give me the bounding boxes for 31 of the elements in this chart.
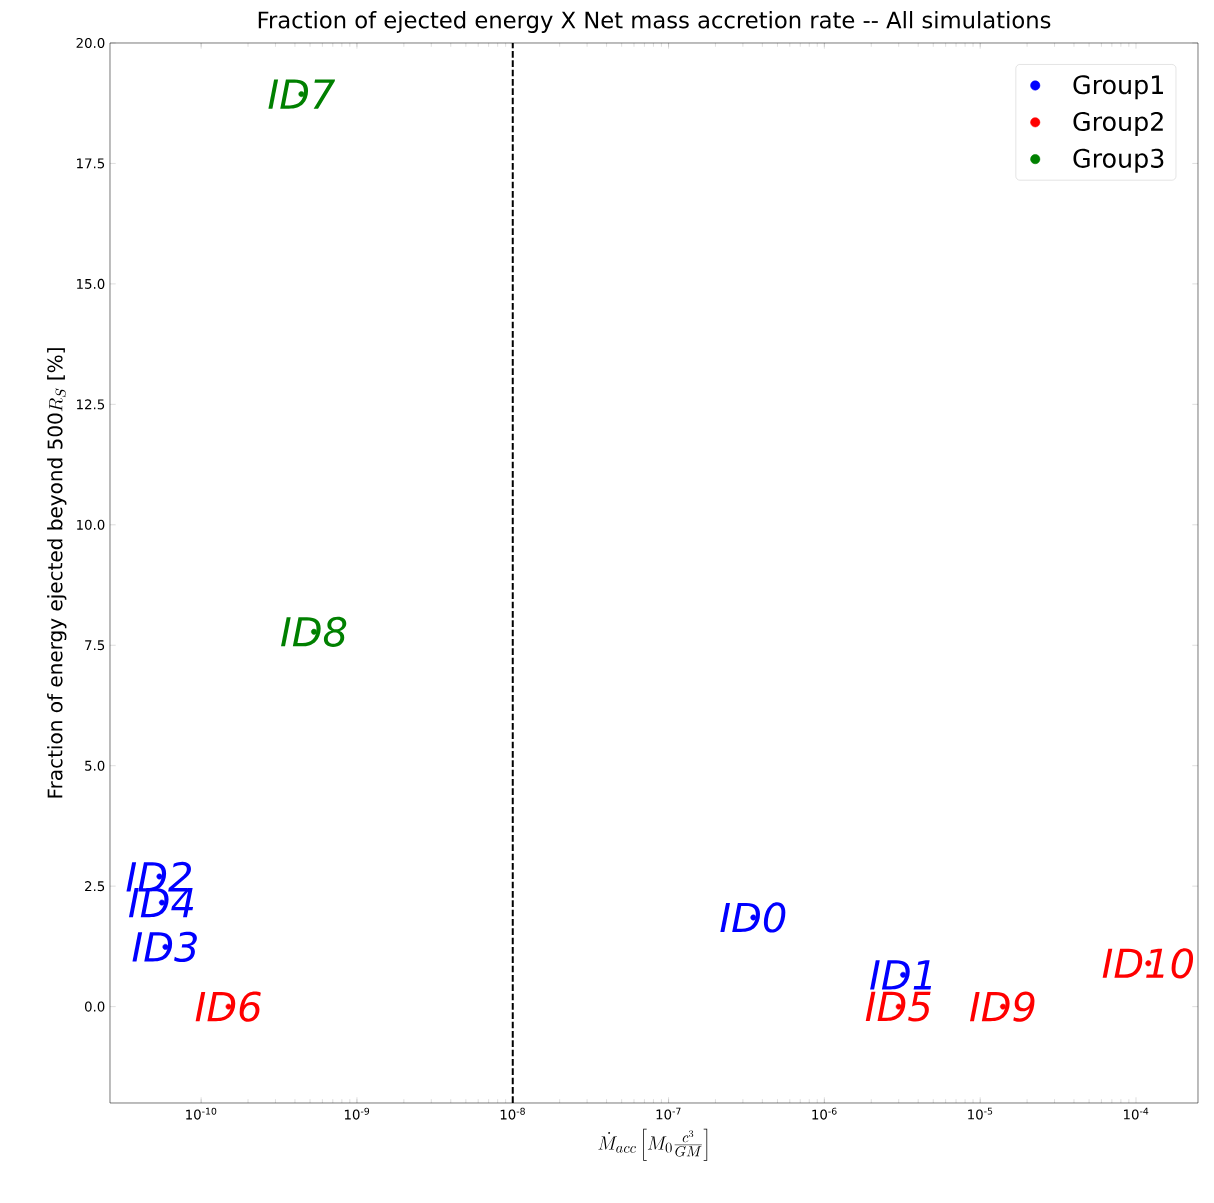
- x-tick-label: 10$^{-4}$: [1123, 1107, 1149, 1120]
- x-tick-label: 10$^{-8}$: [500, 1107, 525, 1120]
- data-label: ID6: [195, 991, 261, 1022]
- x-tick-label: 10$^{-9}$: [344, 1107, 370, 1120]
- legend-label: Group2: [1073, 111, 1163, 136]
- y-tick-label: 15.0: [77, 278, 105, 289]
- data-label: ID3: [132, 931, 197, 962]
- y-axis-title: $\mbox{Fraction of energy ejected beyond 500}R_S\mbox{ [\%]}$: [47, 348, 67, 798]
- data-label: ID7: [268, 79, 336, 109]
- data-label: ID5: [865, 991, 931, 1022]
- data-label: ID9: [969, 991, 1035, 1022]
- legend-label: Group1: [1073, 75, 1163, 100]
- data-label: ID1: [870, 960, 932, 990]
- x-tick-label: 10$^{-6}$: [812, 1107, 837, 1120]
- y-tick-label: 0.0: [84, 1001, 105, 1012]
- y-tick-label: 10.0: [77, 519, 105, 530]
- y-tick-label: 17.5: [77, 158, 105, 169]
- chart-title: Fraction of ejected energy X Net mass accretion rate -- All simulations: [258, 11, 1051, 33]
- legend-label: Group3: [1073, 148, 1164, 173]
- x-tick-label: 10$^{-10}$: [186, 1107, 217, 1120]
- y-tick-label: 5.0: [85, 760, 105, 771]
- data-label: ID10: [1102, 948, 1194, 979]
- y-tick-label: 12.5: [77, 399, 105, 410]
- y-tick-label: 2.5: [85, 881, 105, 892]
- y-tick-label: 20.0: [76, 37, 105, 49]
- x-tick-label: 10$^{-7}$: [656, 1107, 681, 1120]
- x-tick-label: 10$^{-5}$: [968, 1107, 993, 1120]
- data-label: ID8: [281, 616, 347, 647]
- y-tick-label: 7.5: [85, 640, 105, 651]
- data-label: ID0: [720, 902, 786, 933]
- x-axis-title: $\dot{M}_{acc}\left[M_0\frac{c^3}{GM}\right]$: [598, 1128, 708, 1161]
